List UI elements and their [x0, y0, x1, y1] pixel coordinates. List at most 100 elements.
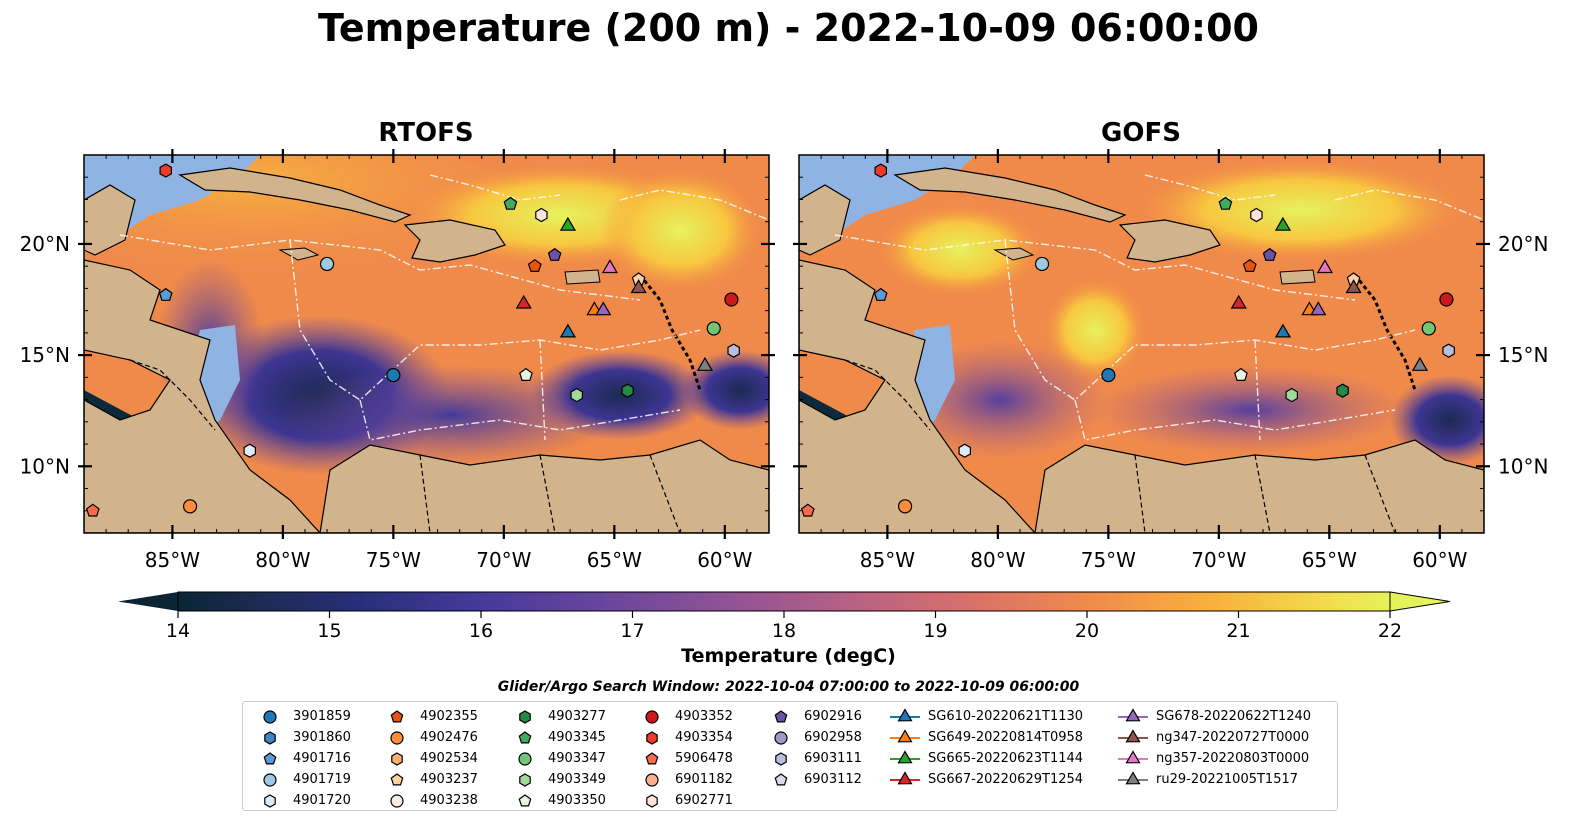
legend-marker [264, 730, 276, 745]
legend-marker [897, 770, 913, 784]
legend-marker [390, 709, 404, 722]
marker-6902916 [1262, 247, 1277, 261]
legend-marker [646, 730, 658, 745]
legend-column: 4903277 4903345 4903347 4903349 4903350 [508, 706, 606, 811]
legend-item: 6902771 [635, 790, 733, 811]
figure-title: Temperature (200 m) - 2022-10-09 06:00:0… [317, 6, 1259, 50]
colorbar-tick-label: 17 [620, 620, 644, 642]
legend-item: 3901859 [253, 706, 351, 727]
legend-marker-icon [263, 709, 277, 724]
legend-label: 4902476 [420, 730, 478, 745]
marker-4901716 [873, 287, 888, 301]
legend-column: 3901859 3901860 4901716 4901719 4901720 [253, 706, 351, 811]
marker-3901859 [386, 368, 401, 383]
lon-tick-label: 80°W [970, 548, 1025, 572]
legend-item: 4903277 [508, 706, 606, 727]
legend-item: 4903352 [635, 706, 733, 727]
legend-marker-icon [774, 730, 788, 745]
legend-item: ng347-20220727T0000 [1116, 727, 1311, 748]
legend-marker [645, 751, 659, 764]
legend-marker [1125, 749, 1141, 763]
south-america-land [319, 439, 769, 533]
lesser-antilles [638, 274, 702, 391]
marker-SG667-20220629T1254 [1230, 294, 1247, 309]
gofs-frame [798, 154, 1485, 534]
legend-marker-icon [518, 730, 532, 743]
legend-item: SG649-20220814T0958 [888, 727, 1083, 748]
legend-marker [775, 751, 787, 766]
cold-region [530, 350, 710, 440]
legend-label: 4903350 [548, 793, 606, 808]
legend-item: 6901182 [635, 769, 733, 790]
marker-4902476 [897, 499, 913, 514]
marker-4903350 [519, 367, 533, 381]
marker-4903345 [1218, 196, 1233, 210]
yucatan-land [84, 184, 136, 256]
legend-marker-icon [774, 772, 788, 785]
lat-tick-label: 15°N [20, 343, 70, 367]
puerto-rico-land [1279, 269, 1316, 285]
legend-label: SG610-20220621T1130 [928, 709, 1084, 724]
marker-6902771 [535, 207, 548, 223]
legend-marker [1125, 728, 1141, 742]
hispaniola-land [403, 219, 506, 263]
legend-marker [518, 730, 532, 743]
lon-tick-label: 85°W [860, 548, 915, 572]
eez-boundaries [119, 174, 769, 441]
legend-item: 4903350 [508, 790, 606, 811]
legend-label: 6902916 [804, 709, 862, 724]
legend-marker-icon [263, 751, 277, 764]
lon-tick-label: 60°W [697, 548, 752, 572]
marker-SG667-20220629T1254 [515, 294, 532, 309]
legend-marker-icon [1118, 749, 1148, 763]
central-america-land [84, 259, 321, 533]
legend-marker [897, 749, 913, 763]
marker-SG665-20220623T1144 [1274, 216, 1292, 231]
legend-label: 4901716 [293, 751, 351, 766]
colorbar-label: Temperature (degC) [681, 645, 896, 667]
legend-label: SG665-20220623T1144 [928, 751, 1084, 766]
legend-marker-icon [890, 707, 920, 721]
legend-marker-icon [646, 793, 658, 808]
marker-4903352 [724, 292, 739, 307]
legend-marker [897, 707, 913, 721]
marker-4903354 [874, 163, 888, 178]
colorbar-min-extend [118, 592, 178, 611]
legend-label: 5906478 [675, 751, 733, 766]
legend-marker-icon [890, 749, 920, 763]
legend-item: 4902534 [380, 748, 478, 769]
legend-marker-icon [519, 772, 531, 787]
legend-label: SG667-20220629T1254 [928, 772, 1084, 787]
legend-marker [645, 709, 659, 724]
marker-4901719 [1034, 256, 1050, 272]
marker-ng347-20220727T0000 [630, 279, 647, 294]
map-axes: 85°W 80°W 75°W 70°W 65°W 60°W 10°N 15°N 20°N 85°W… [20, 149, 1548, 572]
legend-marker [390, 793, 404, 808]
legend-column: 4902355 4902476 4902534 4903237 4903238 [380, 706, 478, 811]
rtofs-map [84, 155, 769, 533]
legend-column: SG610-20220621T1130 SG649-20220814T0958 SG… [888, 706, 1083, 790]
legend-item: 4903345 [508, 727, 606, 748]
legend-marker-icon [390, 709, 404, 722]
legend-item: 5906478 [635, 748, 733, 769]
legend-marker [263, 772, 277, 787]
lat-tick-label: 15°N [1498, 343, 1548, 367]
legend-item: 4903354 [635, 727, 733, 748]
legend-label: 6901182 [675, 772, 733, 787]
legend-item: 6903111 [764, 748, 862, 769]
legend-label: 4902534 [420, 751, 478, 766]
marker-4902476 [182, 499, 198, 514]
legend-item: 6902916 [764, 706, 862, 727]
country-borders [129, 359, 681, 533]
legend-item: 4901716 [253, 748, 351, 769]
lon-tick-label: 70°W [1191, 548, 1246, 572]
lon-tick-label: 75°W [1081, 548, 1136, 572]
legend-marker-icon [646, 730, 658, 745]
legend-label: 4903352 [675, 709, 733, 724]
legend-marker [518, 751, 532, 766]
marker-4903349 [1285, 387, 1299, 403]
legend-column: 6902916 6902958 6903111 6903112 [764, 706, 862, 790]
marker-4903349 [570, 387, 584, 403]
legend-label: SG649-20220814T0958 [928, 730, 1084, 745]
hispaniola-land [1118, 219, 1221, 263]
